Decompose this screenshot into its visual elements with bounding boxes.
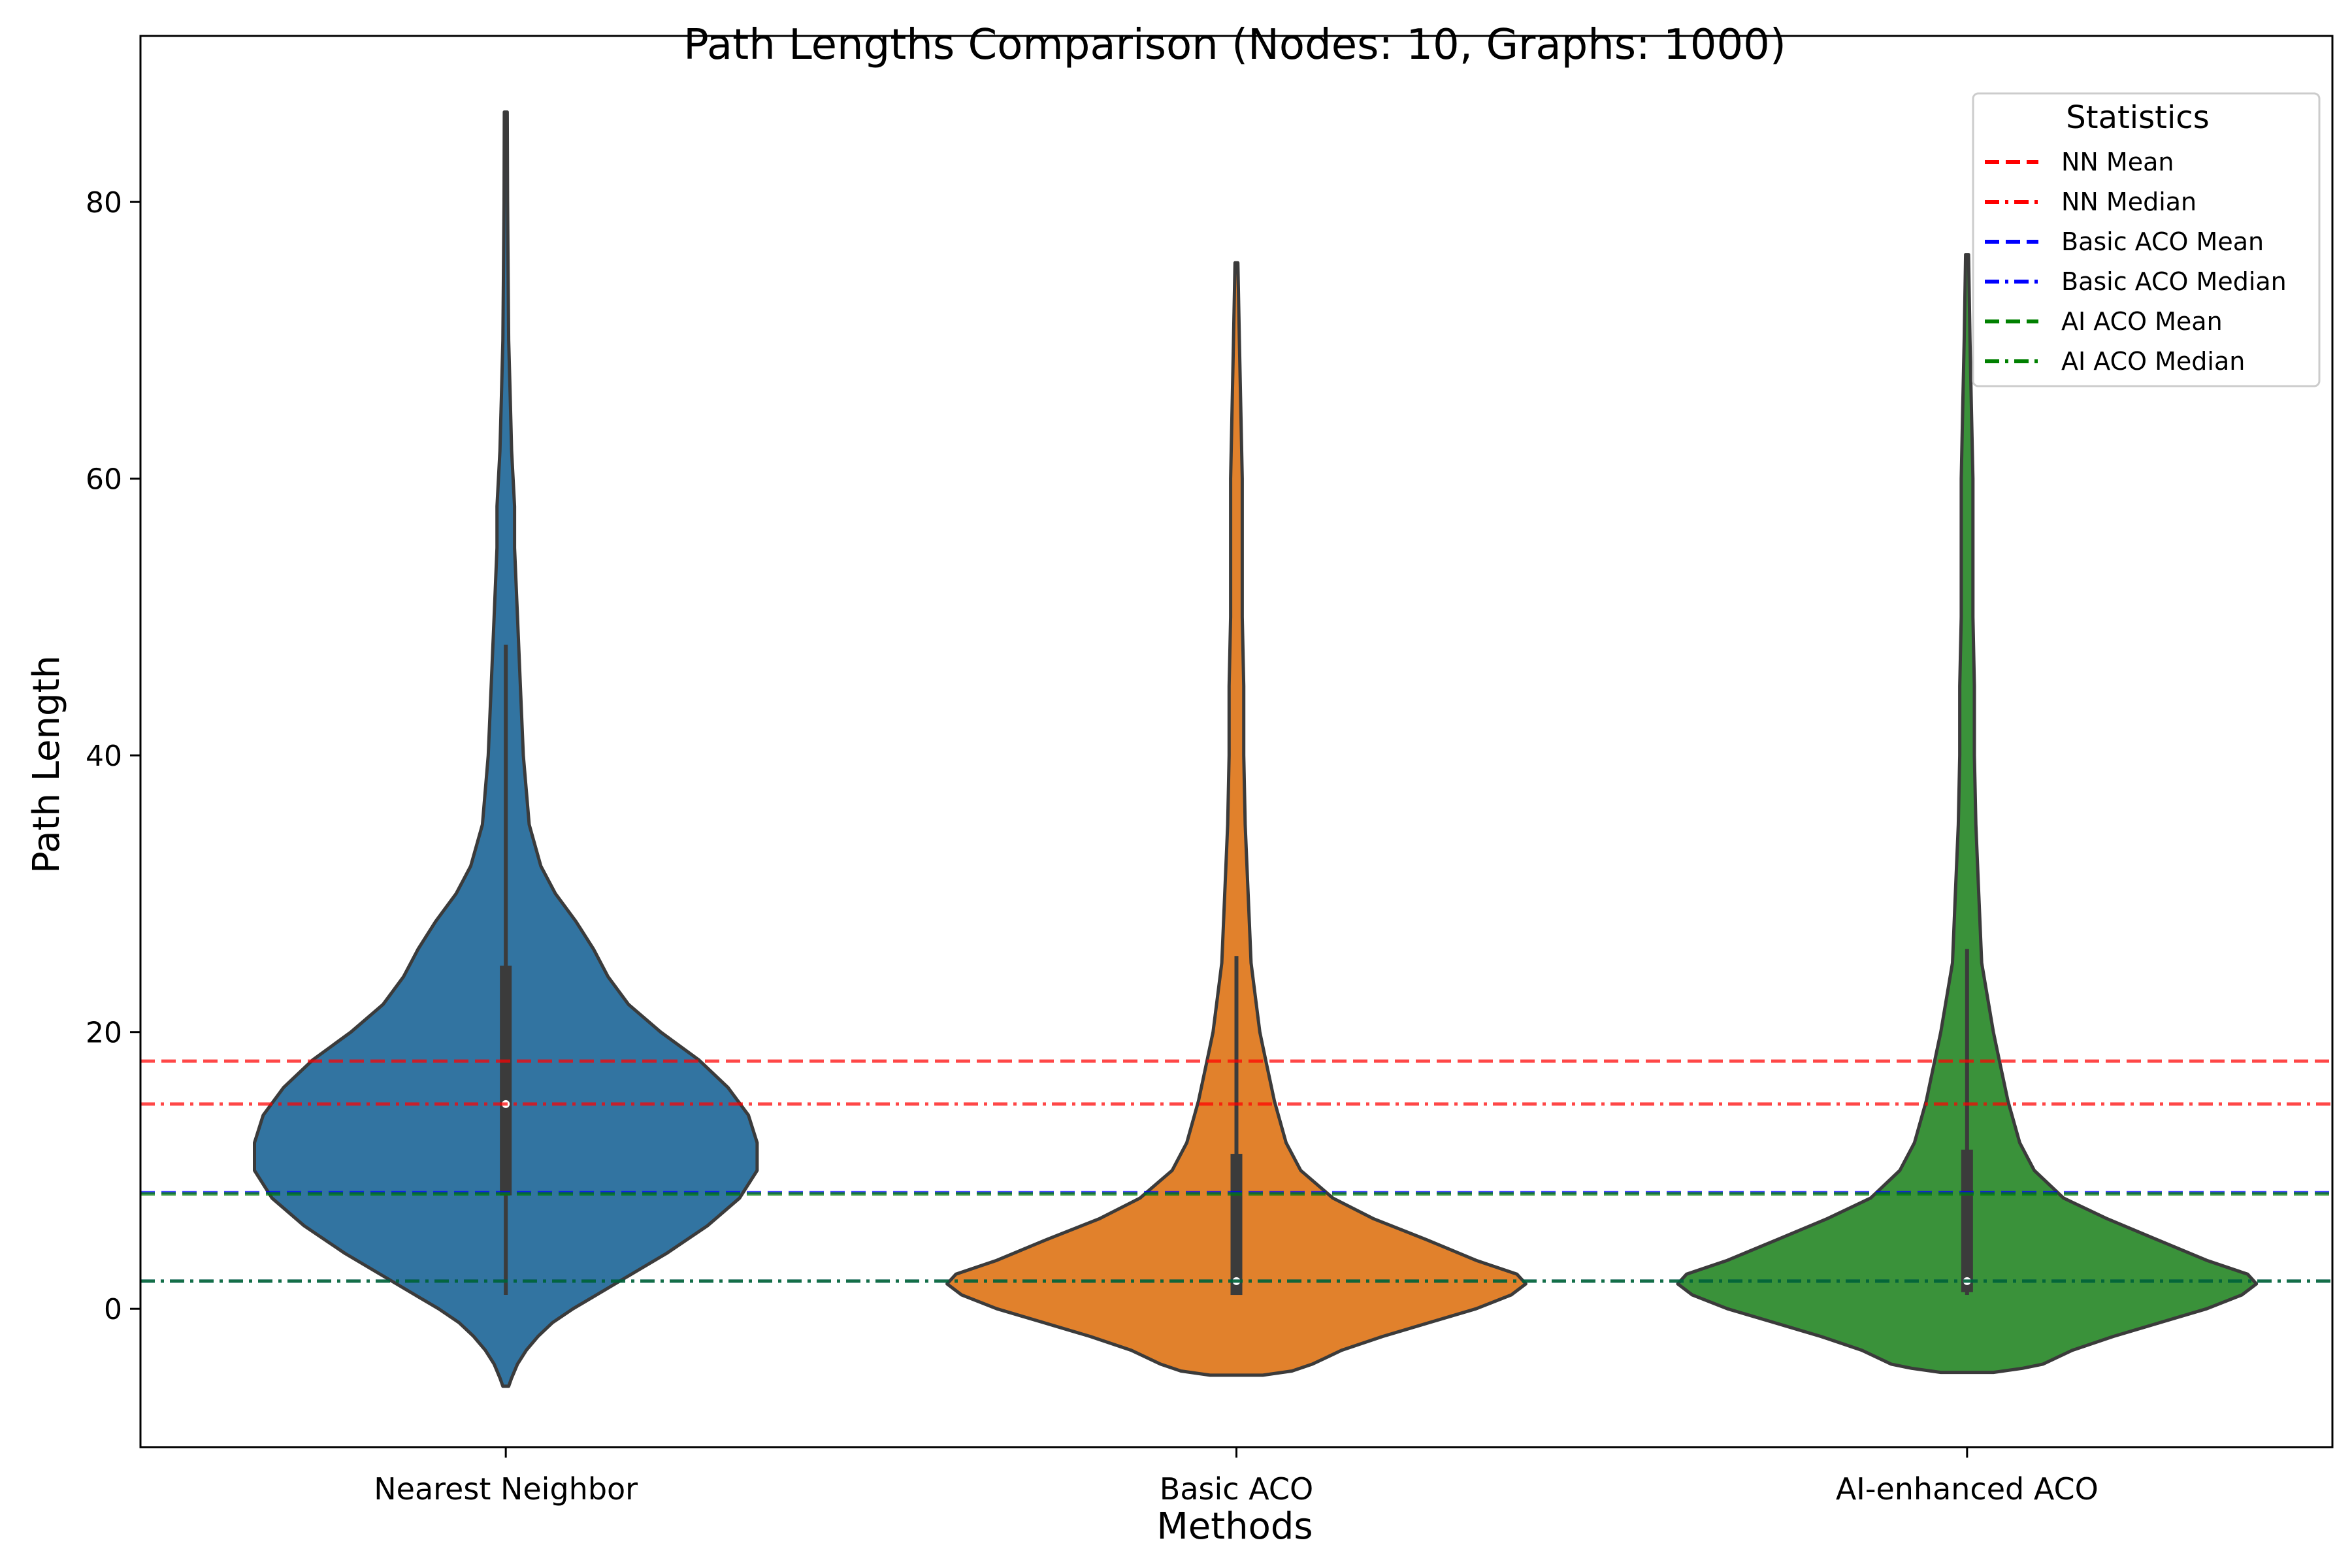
legend: Statistics NN Mean NN Median Basic ACO Mea… [1972, 92, 2321, 387]
x-tick-label: AI-enhanced ACO [1836, 1471, 2099, 1507]
legend-entry-label: AI ACO Mean [2061, 307, 2223, 336]
y-tick-label: 0 [104, 1293, 122, 1326]
violin-body [945, 261, 1527, 1377]
violin-body [1676, 253, 2259, 1375]
legend-entry-label: NN Median [2061, 188, 2197, 216]
legend-entry-label: Basic ACO Median [2061, 267, 2287, 296]
y-tick-label: 60 [86, 463, 122, 497]
violin-iqr-box [1230, 1154, 1243, 1296]
y-axis-label: Path Length [25, 655, 68, 874]
legend-entry-label: NN Mean [2061, 148, 2174, 176]
legend-box [1972, 92, 2321, 387]
x-tick-label: Basic ACO [1160, 1471, 1313, 1507]
violin-iqr-box [500, 966, 512, 1196]
legend-entry-label: AI ACO Median [2061, 347, 2245, 376]
violin-iqr-box [1961, 1149, 1973, 1292]
legend-entry-label: Basic ACO Mean [2061, 227, 2264, 256]
x-axis-label: Methods [1156, 1505, 1313, 1548]
y-tick-label: 20 [86, 1017, 122, 1050]
y-tick-label: 40 [86, 740, 122, 773]
chart-title: Path Lengths Comparison (Nodes: 10, Grap… [683, 21, 1786, 69]
y-tick-label: 80 [86, 186, 122, 220]
x-tick-label: Nearest Neighbor [374, 1471, 638, 1507]
plot-layer: 0 20 40 60 80 Nearest Neighbor Basic ACO AI-enh… [86, 35, 2334, 1507]
legend-title: Statistics [2066, 99, 2209, 136]
